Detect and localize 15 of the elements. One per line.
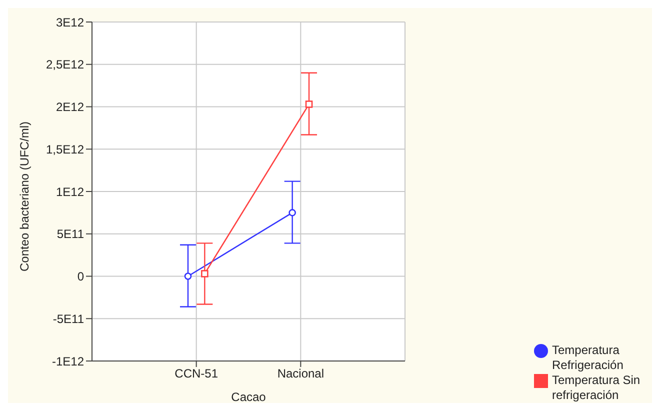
x-tick-label: CCN-51 [174, 366, 218, 381]
x-tick-label: Nacional [277, 366, 324, 381]
legend-label: Temperatura Sin refrigeración [552, 373, 642, 403]
x-axis-title: Cacao [231, 390, 266, 404]
y-tick-label: 1E12 [56, 184, 84, 199]
y-tick-label: 1,5E12 [46, 142, 84, 156]
y-tick-label: 0 [77, 270, 84, 284]
y-tick-label: 2E12 [56, 100, 84, 114]
y-axis-title: Conteo bacteriano (UFC/ml) [17, 121, 32, 272]
legend-label: Temperatura Refrigeración [552, 343, 624, 373]
y-tick-label: -5E11 [52, 312, 84, 326]
y-tick-label: 2,5E12 [46, 58, 84, 72]
y-tick-label: 5E11 [56, 227, 84, 242]
y-tick-label: -1E12 [52, 354, 84, 368]
y-tick-label: 3E12 [56, 15, 84, 30]
